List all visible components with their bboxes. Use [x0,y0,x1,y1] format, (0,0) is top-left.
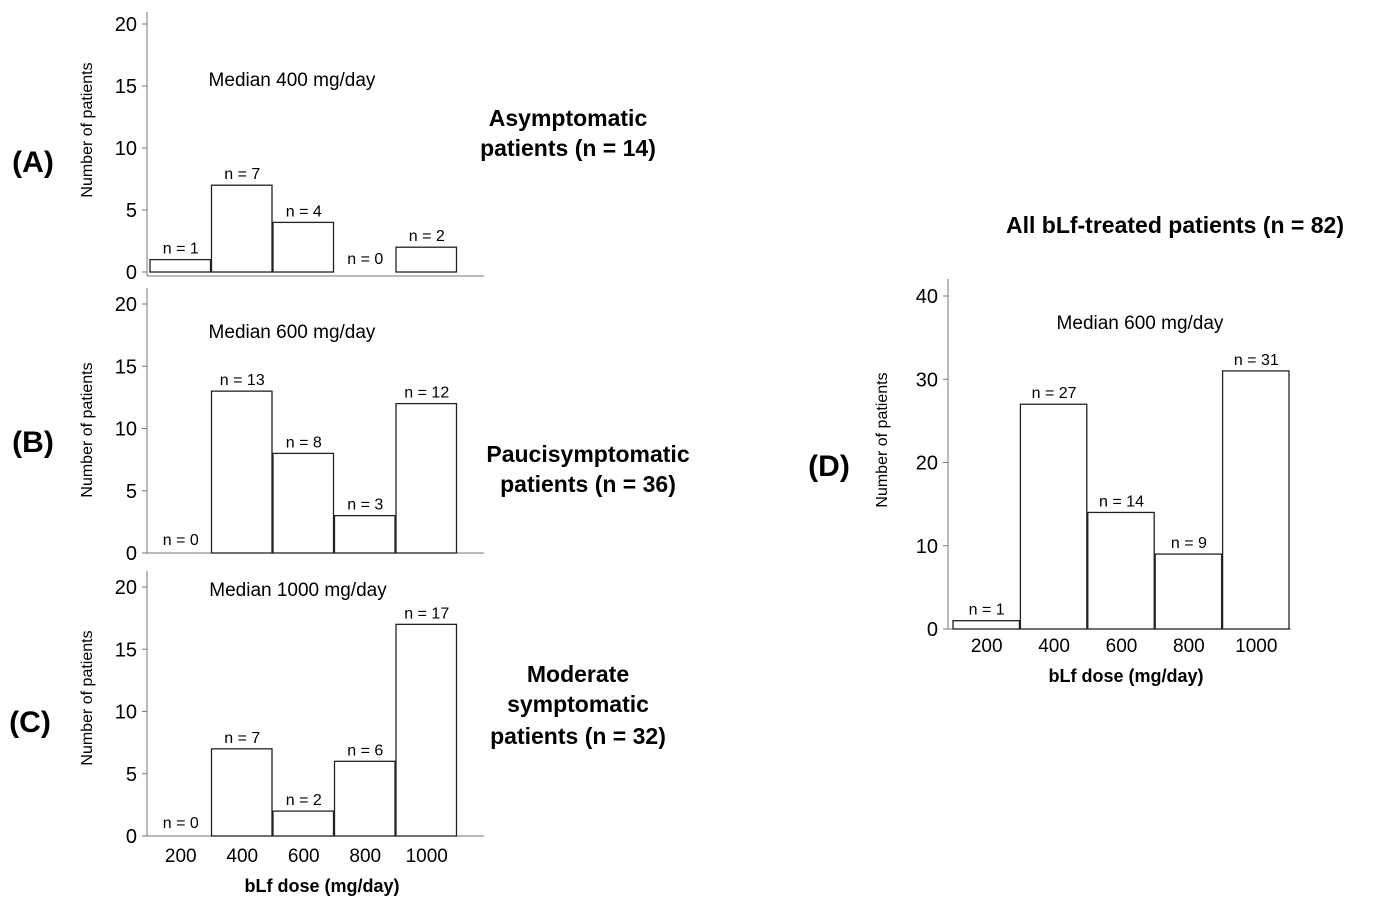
data-label-a-400: n = 7 [224,166,260,183]
x-tick-label-c-600: 600 [288,846,320,867]
y-axis-title-d: Number of patients [874,372,891,507]
x-tick-label-d-800: 800 [1173,636,1205,657]
x-tick-label-c-200: 200 [165,846,197,867]
y-tick-label-a-0: 0 [126,262,137,284]
data-label-c-1000: n = 17 [404,605,449,622]
x-tick-label-c-800: 800 [349,846,381,867]
bar-a-1000 [395,246,458,273]
data-label-c-400: n = 7 [224,730,260,747]
y-tick-label-b-3: 15 [115,356,137,378]
bar-d-800 [1154,553,1223,630]
y-tick-label-a-4: 20 [115,14,137,36]
x-tick-label-d-400: 400 [1038,636,1070,657]
data-label-d-1000: n = 31 [1234,352,1279,369]
chart-title-c-line-1: symptomatic [507,691,649,717]
bar-a-200 [149,258,212,273]
data-label-b-200: n = 0 [163,532,199,549]
bar-b-1000 [395,402,458,554]
data-label-d-400: n = 27 [1032,385,1077,402]
y-tick-label-d-3: 30 [916,369,938,391]
y-tick-label-b-1: 5 [126,481,137,503]
bar-c-400 [210,748,273,837]
bar-d-1000 [1221,370,1290,630]
chart-title-c-line-0: Moderate [527,661,629,687]
y-tick-label-b-0: 0 [126,543,137,565]
data-label-b-400: n = 13 [220,372,265,389]
bar-a-400 [210,184,273,273]
y-tick-label-a-3: 15 [115,76,137,98]
bar-b-800 [333,515,396,554]
bar-d-600 [1087,511,1155,630]
bar-c-1000 [395,623,458,837]
x-tick-label-d-200: 200 [971,636,1003,657]
data-label-a-800: n = 0 [347,251,383,268]
data-label-d-200: n = 1 [969,602,1005,619]
panel-label-c: (C) [9,706,51,739]
median-annotation-b: Median 600 mg/day [209,322,376,343]
median-annotation-d: Median 600 mg/day [1057,313,1224,334]
median-annotation-a: Median 400 mg/day [209,70,376,91]
y-tick-label-b-2: 10 [115,419,137,441]
bar-d-400 [1019,403,1088,630]
data-label-c-200: n = 0 [163,815,199,832]
y-axis-title-a: Number of patients [79,62,96,197]
y-tick-label-c-4: 20 [115,577,137,599]
y-tick-label-d-1: 10 [916,536,938,558]
panel-label-a: (A) [12,146,54,179]
x-tick-label-d-600: 600 [1106,636,1138,657]
y-tick-label-b-4: 20 [115,294,137,316]
bar-c-800 [333,760,396,837]
panel-label-d: (D) [808,450,850,483]
y-tick-label-d-0: 0 [927,619,938,641]
bar-b-400 [210,390,273,554]
y-tick-label-c-3: 15 [115,639,137,661]
y-tick-label-c-2: 10 [115,702,137,724]
panel-label-b: (B) [12,426,54,459]
data-label-a-600: n = 4 [286,203,322,220]
y-axis-title-c: Number of patients [79,630,96,765]
y-tick-label-a-2: 10 [115,138,137,160]
chart-title-c-line-2: patients (n = 32) [490,723,666,749]
data-label-c-800: n = 6 [347,742,383,759]
data-label-a-200: n = 1 [163,241,199,258]
chart-title-d-line-0: All bLf-treated patients (n = 82) [1006,212,1344,238]
bar-a-600 [272,221,335,273]
bar-b-600 [272,452,335,554]
bar-c-600 [272,810,335,837]
data-label-c-600: n = 2 [286,792,322,809]
bar-d-200 [952,620,1021,630]
y-tick-label-c-0: 0 [126,826,137,848]
data-label-b-600: n = 8 [286,434,322,451]
chart-title-b-line-1: patients (n = 36) [500,471,676,497]
data-label-a-1000: n = 2 [409,228,445,245]
chart-title-a-line-0: Asymptomatic [489,105,648,131]
x-tick-label-c-400: 400 [226,846,258,867]
x-axis-title-d: bLf dose (mg/day) [1048,666,1203,686]
data-label-d-800: n = 9 [1171,535,1207,552]
data-label-b-1000: n = 12 [404,385,449,402]
median-annotation-c: Median 1000 mg/day [209,580,387,601]
y-tick-label-c-1: 5 [126,764,137,786]
x-axis-title-c: bLf dose (mg/day) [244,876,399,896]
x-tick-label-c-1000: 1000 [406,846,448,867]
data-label-d-600: n = 14 [1099,493,1144,510]
chart-title-a-line-1: patients (n = 14) [480,135,656,161]
data-label-b-800: n = 3 [347,497,383,514]
y-axis-title-b: Number of patients [79,362,96,497]
chart-title-b-line-0: Paucisymptomatic [486,441,689,467]
y-tick-label-d-2: 20 [916,453,938,475]
x-tick-label-d-1000: 1000 [1235,636,1277,657]
y-tick-label-d-4: 40 [916,286,938,308]
y-tick-label-a-1: 5 [126,200,137,222]
